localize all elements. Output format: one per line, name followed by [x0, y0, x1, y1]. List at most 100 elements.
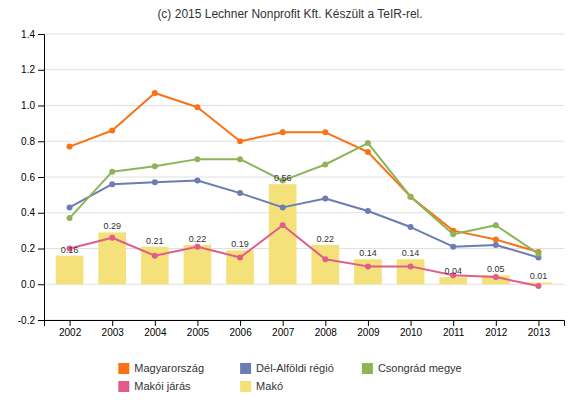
x-tick: 2007: [272, 320, 295, 338]
y-tick-label: 0.8: [21, 136, 35, 147]
marker: [237, 138, 243, 144]
grid-line: [44, 105, 564, 106]
y-tick-label: -0.2: [18, 315, 36, 326]
marker: [493, 242, 499, 248]
marker: [109, 181, 115, 187]
x-tick: 2011: [443, 320, 465, 338]
marker: [280, 222, 286, 228]
data-label: 0.04: [444, 266, 462, 276]
marker: [450, 231, 456, 237]
marker: [109, 169, 115, 175]
marker: [67, 204, 73, 210]
y-axis: -0.20.00.20.40.60.81.01.21.4: [18, 29, 45, 326]
data-label: 0.16: [61, 245, 79, 255]
marker: [280, 204, 286, 210]
y-tick: 0.8: [21, 136, 44, 147]
y-axis-line: [38, 35, 45, 321]
x-tick-mark: [70, 320, 71, 326]
legend-label: Makó: [256, 380, 283, 392]
legend-item: Makó: [240, 380, 283, 392]
y-tick-label: 0.2: [21, 243, 35, 254]
legend-swatch: [240, 381, 251, 392]
y-tick-mark: [38, 177, 44, 178]
x-tick-mark: [197, 320, 198, 326]
marker: [408, 224, 414, 230]
grid-line: [44, 34, 564, 35]
marker: [237, 190, 243, 196]
y-tick-mark: [38, 284, 44, 285]
bar: [354, 259, 382, 284]
legend-swatch: [240, 363, 251, 374]
grid: [44, 34, 564, 320]
x-tick-label: 2003: [102, 327, 125, 338]
x-tick-label: 2006: [229, 327, 252, 338]
marker: [322, 129, 328, 135]
marker: [322, 195, 328, 201]
marker: [535, 251, 541, 257]
x-tick-mark: [155, 320, 156, 326]
legend-item: Makói járás: [118, 380, 191, 392]
x-tick: 2005: [187, 320, 210, 338]
marker: [194, 156, 200, 162]
x-axis: 2002200320042005200620072008200920102011…: [45, 320, 565, 338]
bar-series: [56, 184, 553, 284]
marker: [365, 149, 371, 155]
marker: [194, 244, 200, 250]
marker: [152, 179, 158, 185]
x-axis-line: [45, 321, 565, 327]
marker: [535, 283, 541, 289]
x-tick: 2008: [315, 320, 338, 338]
line-series: [67, 222, 542, 289]
x-tick: 2010: [400, 320, 423, 338]
x-tick-mark: [112, 320, 113, 326]
y-tick: -0.2: [18, 315, 44, 326]
x-tick-label: 2010: [400, 327, 423, 338]
x-tick: 2004: [144, 320, 167, 338]
data-label: 0.19: [231, 239, 249, 249]
data-labels: 0.160.290.210.220.190.560.220.140.140.04…: [61, 173, 547, 281]
x-tick-label: 2004: [144, 327, 167, 338]
legend-label: Magyarország: [134, 362, 204, 374]
legend-swatch: [118, 381, 129, 392]
marker: [109, 128, 115, 134]
marker: [365, 208, 371, 214]
marker: [194, 178, 200, 184]
marker: [408, 194, 414, 200]
marker: [322, 256, 328, 262]
marker: [67, 144, 73, 150]
data-label: 0.29: [103, 221, 121, 231]
y-tick-mark: [38, 213, 44, 214]
x-tick-label: 2008: [315, 327, 338, 338]
y-tick-mark: [38, 320, 44, 321]
marker: [109, 235, 115, 241]
marker: [237, 254, 243, 260]
x-tick-mark: [538, 320, 539, 326]
x-tick-label: 2011: [443, 327, 465, 338]
legend-item: Dél-Alföldi régió: [240, 362, 334, 374]
x-tick-label: 2007: [272, 327, 295, 338]
x-tick-mark: [325, 320, 326, 326]
bar: [56, 256, 84, 285]
y-tick-mark: [38, 106, 44, 107]
x-tick-mark: [283, 320, 284, 326]
data-label: 0.01: [530, 271, 548, 281]
line-series: [67, 140, 542, 257]
y-tick-label: 1.0: [21, 100, 35, 111]
marker: [152, 253, 158, 259]
y-tick-mark: [38, 249, 44, 250]
y-tick: 1.0: [21, 100, 44, 111]
line: [70, 225, 539, 286]
marker: [408, 263, 414, 269]
grid-line: [44, 212, 564, 213]
x-tick: 2013: [528, 320, 551, 338]
marker: [67, 215, 73, 221]
marker: [152, 163, 158, 169]
line: [70, 143, 539, 254]
grid-line: [44, 141, 564, 142]
legend-label: Makói járás: [134, 380, 191, 392]
y-tick-label: 1.2: [21, 64, 35, 75]
x-tick-mark: [240, 320, 241, 326]
data-label: 0.22: [189, 234, 207, 244]
line-series: [67, 90, 542, 255]
x-tick: 2002: [59, 320, 82, 338]
